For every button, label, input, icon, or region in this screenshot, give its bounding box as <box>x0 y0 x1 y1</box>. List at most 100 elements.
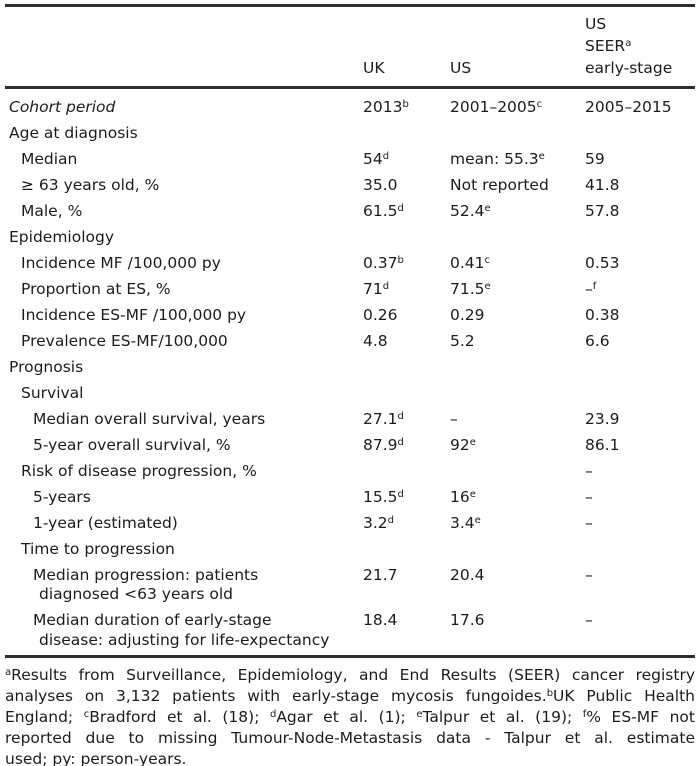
cell-us <box>450 462 585 482</box>
cell-uk <box>363 228 450 248</box>
cell-us: 92e <box>450 435 476 454</box>
superscript-note-marker: b <box>402 98 409 110</box>
table-row: Prevalence ES-MF/100,000 4.8 5.2 6.6 <box>5 325 695 351</box>
row-label-line: Epidemiology <box>9 227 115 246</box>
superscript-note-marker: d <box>269 708 277 720</box>
table-row: Risk of disease progression, % – <box>5 455 695 481</box>
row-label: Time to progression <box>5 540 363 560</box>
row-label: Median progression: patients diagnosed <6… <box>5 566 363 605</box>
superscript-note-marker: d <box>397 410 404 422</box>
superscript-note-marker: f <box>582 708 587 720</box>
cell-us: 2001–2005c <box>450 97 543 116</box>
cell-uk: 71d <box>363 279 390 298</box>
cell-uk <box>363 358 450 378</box>
superscript-note-marker: b <box>546 687 554 699</box>
cell-us-seer: – <box>585 461 593 480</box>
cell-us-seer: 57.8 <box>585 201 620 220</box>
column-header-line: SEERa <box>585 37 632 55</box>
cell-uk <box>363 124 450 144</box>
superscript-note-marker: e <box>538 150 545 162</box>
table-row: Survival <box>5 377 695 403</box>
cell-us-seer <box>585 540 695 560</box>
footnote-line: aResults from Surveillance, Epidemiology… <box>5 666 695 684</box>
row-label-line: Male, % <box>21 201 83 220</box>
column-header-us: US <box>450 59 472 77</box>
table-row: Epidemiology <box>5 221 695 247</box>
column-header-line: US <box>585 15 607 33</box>
row-label: Risk of disease progression, % <box>5 462 363 482</box>
row-label: Incidence ES-MF /100,000 py <box>5 306 363 326</box>
row-label: Incidence MF /100,000 py <box>5 254 363 274</box>
superscript-note-marker: d <box>382 280 390 292</box>
cell-uk: 21.7 <box>363 565 398 584</box>
superscript-note-marker: d <box>387 514 395 526</box>
cell-us <box>450 384 585 404</box>
row-label: 5-year overall survival, % <box>5 436 363 456</box>
cell-us: 71.5e <box>450 279 491 298</box>
row-label-line: Cohort period <box>9 97 116 116</box>
cell-us-seer: 0.53 <box>585 253 620 272</box>
cell-us: 0.29 <box>450 305 485 324</box>
table-row: Incidence ES-MF /100,000 py 0.26 0.29 0.38 <box>5 299 695 325</box>
row-label-line: ≥ 63 years old, % <box>21 175 160 194</box>
superscript-note-marker: a <box>5 667 12 678</box>
cell-us-seer <box>585 384 695 404</box>
cell-us-seer: 6.6 <box>585 331 610 350</box>
cell-us <box>450 228 585 248</box>
cell-uk: 35.0 <box>363 175 398 194</box>
table-row: Prognosis <box>5 351 695 377</box>
row-label: Age at diagnosis <box>5 124 363 144</box>
row-label-line: disease: adjusting for life-expectancy <box>39 630 330 649</box>
row-label-line: Prevalence ES-MF/100,000 <box>21 331 228 350</box>
row-label: Prevalence ES-MF/100,000 <box>5 332 363 352</box>
cell-uk: 87.9d <box>363 435 404 454</box>
row-label-line: 1-year (estimated) <box>33 513 178 532</box>
superscript-note-marker: e <box>416 708 423 720</box>
column-header-line: early-stage <box>585 59 673 77</box>
table-row: Median progression: patients diagnosed <6… <box>5 559 695 605</box>
cell-us: mean: 55.3e <box>450 149 545 168</box>
superscript-note-marker: b <box>397 254 404 266</box>
row-label-line: Incidence MF /100,000 py <box>21 253 221 272</box>
row-label: 5-years <box>5 488 363 508</box>
row-label-line: 5-year overall survival, % <box>33 435 231 454</box>
table-row: Cohort period 2013b 2001–2005c 2005–2015 <box>5 91 695 117</box>
superscript-note-marker: c <box>83 708 90 720</box>
table-row: 1-year (estimated) 3.2d 3.4e – <box>5 507 695 533</box>
cell-us: 5.2 <box>450 331 475 350</box>
cell-us-seer <box>585 358 695 378</box>
table-row: Proportion at ES, % 71d 71.5e –f <box>5 273 695 299</box>
column-header-uk: UK <box>363 59 385 77</box>
row-label-line: Risk of disease progression, % <box>21 461 257 480</box>
row-label-line: Incidence ES-MF /100,000 py <box>21 305 247 324</box>
superscript-note-marker: a <box>625 38 632 49</box>
cell-uk: 3.2d <box>363 513 395 532</box>
cell-uk: 54d <box>363 149 390 168</box>
row-label: Median <box>5 150 363 170</box>
table-row: Time to progression <box>5 533 695 559</box>
cell-us-seer: 0.38 <box>585 305 620 324</box>
cell-us: 17.6 <box>450 611 485 629</box>
row-label: Prognosis <box>5 358 363 378</box>
cell-us-seer: 86.1 <box>585 435 620 454</box>
table-body: Cohort period 2013b 2001–2005c 2005–2015 Age… <box>5 89 695 658</box>
cell-us: 16e <box>450 487 476 506</box>
superscript-note-marker: e <box>469 436 476 448</box>
column-header-empty <box>5 79 363 86</box>
cell-us-seer <box>585 228 695 248</box>
table-header-row: UK US US SEERa early-stage <box>5 4 695 89</box>
row-label: Survival <box>5 384 363 404</box>
table-row: Male, % 61.5d 52.4e 57.8 <box>5 195 695 221</box>
row-label-line: Survival <box>21 383 84 402</box>
row-label: Cohort period <box>5 98 363 118</box>
table-row: Median 54d mean: 55.3e 59 <box>5 143 695 169</box>
footnote-line: England; cBradford et al. (18); dAgar et… <box>5 707 695 726</box>
footnote-line: analyses on 3,132 patients with early-st… <box>5 686 695 705</box>
cell-us: 20.4 <box>450 565 485 584</box>
row-label-line: Prognosis <box>9 357 84 376</box>
row-label-line: Median <box>21 149 78 168</box>
paper-table: UK US US SEERa early-stage Cohort period 20… <box>5 4 695 766</box>
row-label-line: Time to progression <box>21 539 175 558</box>
table-row: 5-year overall survival, % 87.9d 92e 86.1 <box>5 429 695 455</box>
superscript-note-marker: d <box>397 202 404 214</box>
